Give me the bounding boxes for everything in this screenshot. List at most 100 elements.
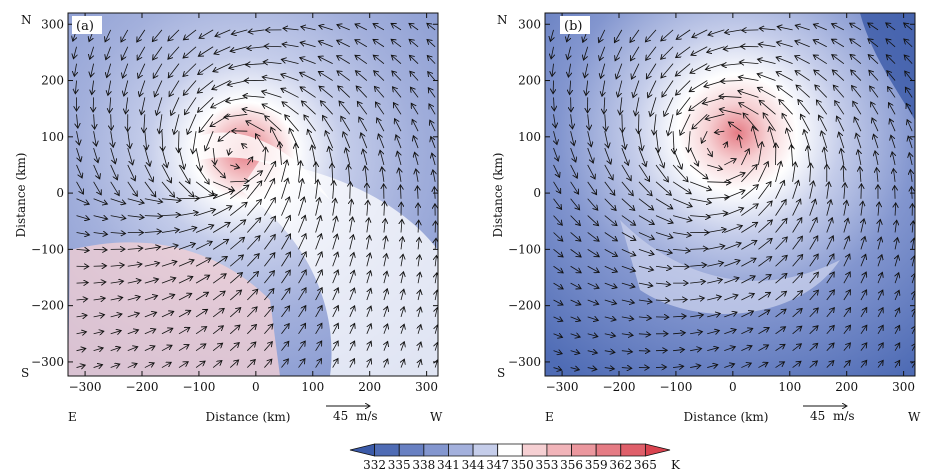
- panel-a-wind-vector: [315, 288, 323, 301]
- panel-b-wind-vector: [906, 103, 913, 115]
- panel-b-wind-vector: [886, 39, 896, 48]
- panel-b-wind-vector: [587, 164, 595, 179]
- panel-b-wind-vector: [689, 164, 708, 179]
- panel-a-wind-vector: [168, 46, 180, 59]
- panel-a-wind-vector: [178, 212, 198, 215]
- panel-a-wind-vector: [264, 161, 275, 183]
- panel-a-inner-band: [190, 132, 330, 200]
- panel-b-wind-vector: [758, 201, 772, 216]
- panel-a-wind-vector: [199, 114, 214, 132]
- panel-b-wind-vector: [804, 130, 811, 149]
- panel-a-wind-vector: [144, 114, 145, 132]
- panel-b-wind-vector: [904, 39, 913, 48]
- panel-b-wind-vector: [661, 46, 674, 60]
- panel-a-wind-vector: [341, 116, 351, 132]
- panel-b-wind-vector: [722, 64, 742, 66]
- panel-a-wind-vector: [300, 87, 316, 98]
- panel-b-wind-vector: [741, 294, 754, 301]
- panel-b-wind-vector: [775, 327, 786, 335]
- panel-a-wind-vector: [282, 102, 299, 115]
- panel-a-wind-vector: [93, 315, 105, 317]
- panel-a-wind-vector: [264, 235, 275, 250]
- panel-a-wind-vector: [435, 273, 437, 284]
- panel-a-wind-vector: [195, 241, 212, 250]
- panel-a-wind-vector: [195, 147, 201, 171]
- panel-a-wind-vector: [145, 131, 147, 150]
- panel-b-wind-vector: [895, 273, 899, 284]
- panel-a-wind-vector: [264, 147, 265, 165]
- panel-a-wind-vector: [161, 215, 180, 216]
- panel-a-wind-vector: [332, 323, 339, 334]
- panel-a-wind-vector: [281, 252, 290, 267]
- panel-b-wind-vector: [775, 161, 782, 182]
- panel-a-wind-vector: [93, 348, 104, 351]
- panel-a-wind-vector: [374, 71, 385, 81]
- panel-b-wind-vector: [758, 275, 771, 284]
- panel-a-wind-vector: [93, 164, 100, 179]
- panel-b-wind-vector: [826, 254, 834, 267]
- panel-b-wind-vector: [587, 317, 599, 321]
- panel-b-wind-vector: [738, 77, 759, 81]
- panel-b-wind-vector: [618, 80, 623, 98]
- panel-b-wind-vector: [690, 365, 701, 367]
- panel-a-wind-vector: [229, 237, 244, 250]
- panel-b-wind-vector: [604, 232, 618, 240]
- panel-b-wind-vector: [775, 273, 787, 284]
- panel-a-wind-vector: [265, 116, 282, 132]
- panel-b-wind-vector: [878, 202, 879, 216]
- panel-a-wind-vector: [93, 365, 103, 368]
- panel-b-wind-vector: [570, 147, 576, 162]
- panel-a-wind-vector: [224, 114, 248, 117]
- panel-a-wind-vector: [289, 128, 299, 149]
- panel-b-wind-vector: [690, 63, 708, 74]
- panel-a-wind-vector: [106, 46, 112, 60]
- panel-b-wind-vector: [723, 47, 742, 50]
- panel-a-wind-vector: [375, 102, 385, 115]
- panel-b-wind-vector: [877, 325, 883, 334]
- panel-b-wind-vector: [587, 351, 598, 353]
- panel-a-wind-vector: [144, 216, 162, 217]
- panel-a-wind-vector: [108, 80, 111, 96]
- panel-a-wind-vector: [144, 279, 159, 284]
- panel-b-wind-vector: [553, 198, 562, 210]
- panel-a-wind-vector: [281, 341, 288, 351]
- panel-b-wind-vector: [809, 199, 816, 216]
- panel-b-wind-vector: [585, 63, 588, 78]
- panel-b-wind-vector: [877, 308, 883, 318]
- panel-a-wind-vector: [214, 46, 231, 54]
- panel-b-wind-vector: [843, 325, 851, 335]
- panel-a-field: [68, 13, 438, 376]
- panel-b-wind-vector: [680, 114, 691, 135]
- panel-a-wind-vector: [215, 29, 231, 37]
- panel-b-wind-vector: [690, 281, 705, 283]
- panel-a-ytick-label: 0: [56, 186, 64, 200]
- panel-b-wind-vector: [779, 100, 793, 115]
- panel-b-wind-vector: [875, 151, 878, 166]
- panel-a-wind-vector: [127, 181, 138, 196]
- panel-b-wind-vector: [871, 102, 879, 115]
- panel-a-wind-vector: [127, 280, 141, 283]
- panel-a-wind-vector: [298, 215, 306, 233]
- panel-b-wind-vector: [888, 103, 896, 115]
- panel-a-wind-vector: [298, 288, 306, 301]
- panel-b-cold-corner: [860, 13, 915, 120]
- panel-b-wind-vector: [792, 308, 803, 318]
- panel-b-ytick-label: 0: [533, 186, 541, 200]
- panel-a-wind-vector: [76, 283, 89, 284]
- panel-a-wind-vector: [162, 131, 163, 151]
- panel-a-wind-vector: [427, 39, 436, 48]
- panel-a-wind-vector: [212, 206, 232, 216]
- panel-b-wind-vector: [724, 190, 745, 200]
- colorbar-tick-label: 356: [560, 458, 583, 472]
- panel-a-wind-vector: [247, 199, 261, 216]
- panel-a-wind-vector: [171, 97, 180, 115]
- panel-a-xtick-label: 100: [301, 380, 324, 394]
- panel-a-wind-vector: [110, 297, 123, 300]
- panel-b-wind-vector: [631, 63, 640, 79]
- panel-b-wind-vector: [809, 361, 818, 368]
- panel-b-wind-vector: [570, 334, 581, 337]
- panel-b-wind-vector: [553, 249, 564, 257]
- panel-a-wind-vector: [281, 306, 289, 318]
- panel-b-wind-vector: [758, 362, 767, 368]
- panel-b-wind-vector: [824, 147, 827, 166]
